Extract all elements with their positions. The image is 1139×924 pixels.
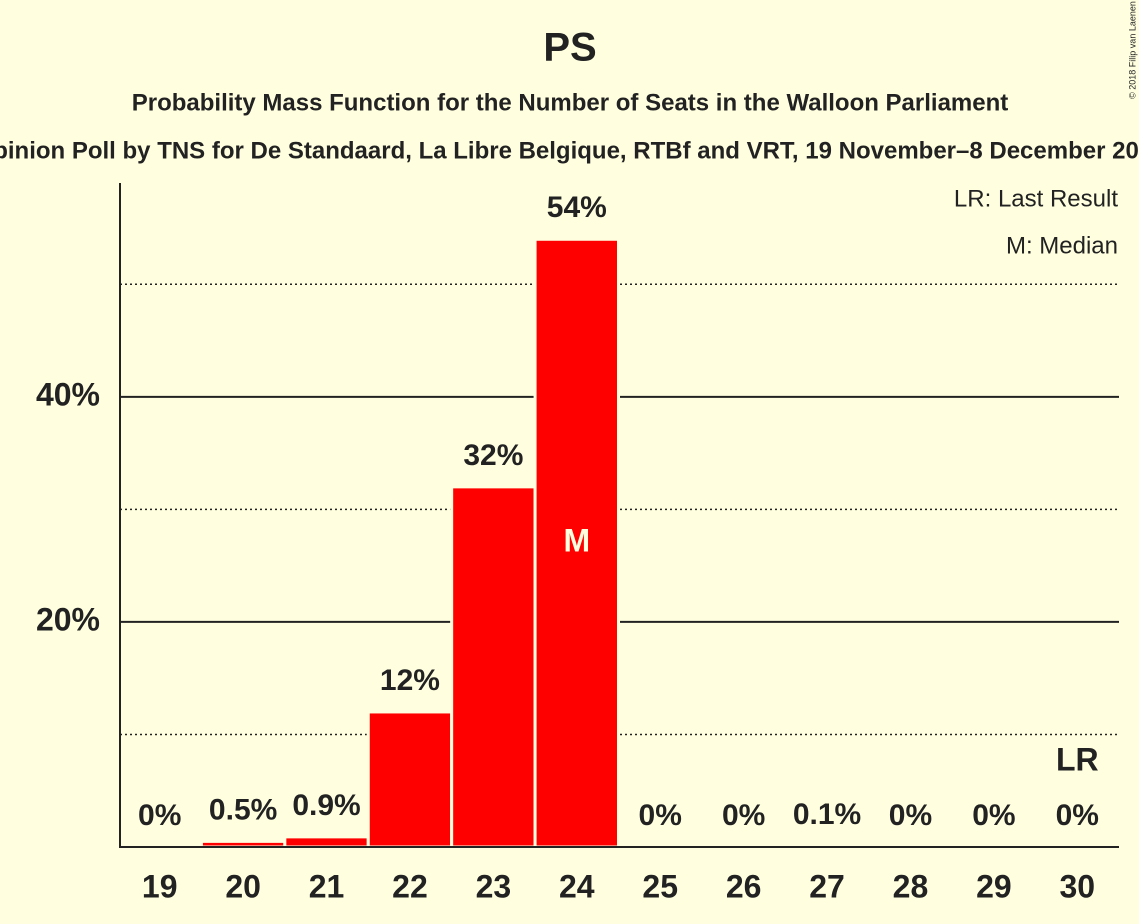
x-tick-label: 27: [809, 868, 845, 904]
chart-subtitle: Probability Mass Function for the Number…: [132, 89, 1009, 116]
chart-subtitle: Opinion Poll by TNS for De Standaard, La…: [0, 137, 1139, 164]
value-label: 0%: [972, 799, 1015, 832]
value-label: 54%: [547, 191, 607, 224]
value-label: 0%: [138, 799, 181, 832]
bar: [450, 485, 537, 849]
x-tick-label: 21: [309, 868, 345, 904]
bar: [283, 835, 370, 849]
x-tick-label: 20: [225, 868, 261, 904]
x-tick-label: 23: [476, 868, 512, 904]
x-tick-label: 24: [559, 868, 595, 904]
x-tick-label: 28: [893, 868, 929, 904]
x-tick-label: 19: [142, 868, 178, 904]
legend-entry: M: Median: [1006, 232, 1118, 259]
bar: [366, 710, 454, 849]
median-marker: M: [563, 523, 590, 559]
value-label: 0%: [722, 799, 765, 832]
legend-entry: LR: Last Result: [954, 185, 1118, 212]
x-tick-label: 30: [1059, 868, 1095, 904]
value-label: 0%: [1056, 799, 1099, 832]
value-label: 0%: [639, 799, 682, 832]
last-result-marker: LR: [1056, 741, 1099, 777]
value-label: 32%: [463, 439, 523, 472]
x-tick-label: 22: [392, 868, 428, 904]
value-label: 0%: [889, 799, 932, 832]
copyright: © 2018 Filip van Laenen: [1127, 1, 1137, 99]
bar: [533, 237, 620, 849]
value-label: 12%: [380, 664, 440, 697]
value-label: 0.1%: [793, 798, 861, 831]
chart-title: PS: [543, 26, 596, 70]
y-tick-label: 40%: [36, 376, 100, 412]
value-label: 0.9%: [292, 789, 360, 822]
x-tick-label: 26: [726, 868, 762, 904]
x-tick-label: 25: [642, 868, 678, 904]
x-tick-label: 29: [976, 868, 1012, 904]
y-tick-label: 20%: [36, 601, 100, 637]
value-label: 0.5%: [209, 793, 277, 826]
